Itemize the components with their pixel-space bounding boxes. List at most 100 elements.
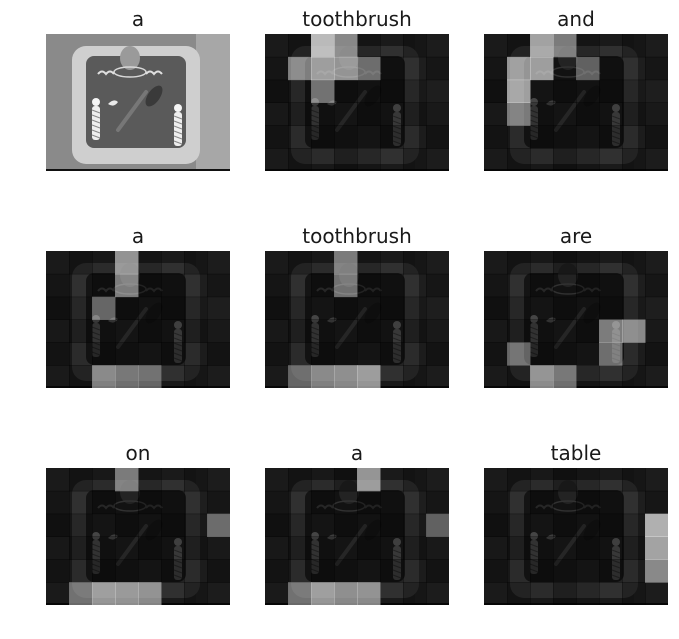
attention-highlight bbox=[92, 365, 116, 388]
attention-cell bbox=[622, 296, 646, 320]
attention-cell bbox=[288, 79, 312, 103]
attention-cell bbox=[46, 536, 70, 560]
attention-cell bbox=[288, 536, 312, 560]
attention-cell bbox=[599, 536, 623, 560]
attention-cell bbox=[184, 490, 208, 515]
attention-cell bbox=[403, 79, 427, 103]
panel-word-label: are bbox=[559, 224, 593, 248]
attention-cell bbox=[622, 56, 646, 81]
attention-cell bbox=[553, 513, 577, 537]
attention-cell bbox=[207, 490, 230, 515]
attention-cell bbox=[507, 148, 531, 171]
attention-cell bbox=[334, 273, 358, 298]
attention-cell bbox=[426, 296, 449, 320]
attention-cell bbox=[138, 273, 162, 298]
attention-cell bbox=[576, 102, 600, 126]
attention-highlight bbox=[311, 365, 335, 388]
attention-cell bbox=[334, 513, 358, 537]
attention-cell bbox=[403, 273, 427, 298]
attention-cell bbox=[530, 536, 554, 560]
attention-cell bbox=[265, 56, 289, 81]
attention-cell bbox=[645, 490, 668, 515]
attention-cell bbox=[507, 34, 531, 58]
attention-cell bbox=[426, 102, 449, 126]
attention-cell bbox=[599, 125, 623, 149]
attention-cell bbox=[380, 468, 404, 492]
attention-highlight bbox=[645, 513, 668, 537]
attention-cell bbox=[576, 490, 600, 515]
attention-cell bbox=[357, 296, 381, 320]
attention-cell bbox=[622, 273, 646, 298]
attention-cell bbox=[69, 342, 93, 366]
attention-cell bbox=[553, 536, 577, 560]
attention-cell bbox=[184, 296, 208, 320]
attention-cell bbox=[380, 125, 404, 149]
attention-cell bbox=[357, 342, 381, 366]
attention-cell bbox=[484, 513, 508, 537]
attention-cell bbox=[484, 582, 508, 605]
attention-cell bbox=[265, 319, 289, 343]
attention-cell bbox=[161, 559, 185, 583]
attention-cell bbox=[622, 251, 646, 275]
attention-map-image bbox=[46, 251, 230, 388]
attention-cell bbox=[507, 582, 531, 605]
attention-cell bbox=[484, 296, 508, 320]
attention-cell bbox=[553, 342, 577, 366]
attention-cell bbox=[599, 582, 623, 605]
attention-cell bbox=[403, 102, 427, 126]
attention-cell bbox=[645, 56, 668, 81]
toothbrush-shape bbox=[116, 90, 148, 132]
attention-highlight bbox=[288, 365, 312, 388]
attention-cell bbox=[288, 468, 312, 492]
attention-cell bbox=[288, 342, 312, 366]
attention-cell bbox=[403, 536, 427, 560]
attention-cell bbox=[403, 468, 427, 492]
attention-cell bbox=[92, 536, 116, 560]
attention-cell bbox=[357, 559, 381, 583]
attention-cell bbox=[484, 559, 508, 583]
attention-cell bbox=[311, 490, 335, 515]
attention-highlight bbox=[115, 273, 139, 298]
attention-cell bbox=[426, 490, 449, 515]
attention-cell bbox=[334, 102, 358, 126]
attention-cell bbox=[46, 490, 70, 515]
attention-cell bbox=[599, 342, 623, 366]
attention-cell bbox=[161, 319, 185, 343]
attention-cell bbox=[380, 513, 404, 537]
attention-cell bbox=[357, 34, 381, 58]
attention-cell bbox=[288, 559, 312, 583]
attention-cell bbox=[265, 273, 289, 298]
attention-cell bbox=[265, 148, 289, 171]
attention-cell bbox=[426, 365, 449, 388]
attention-cell bbox=[265, 79, 289, 103]
attention-cell bbox=[484, 490, 508, 515]
attention-cell bbox=[46, 251, 70, 275]
attention-cell bbox=[288, 582, 312, 605]
attention-cell bbox=[576, 559, 600, 583]
attention-highlight bbox=[507, 79, 531, 103]
attention-map-image bbox=[265, 251, 449, 388]
attention-cell bbox=[311, 125, 335, 149]
attention-cell bbox=[530, 513, 554, 537]
attention-cell bbox=[622, 513, 646, 537]
attention-cell bbox=[311, 148, 335, 171]
attention-cell bbox=[92, 365, 116, 388]
attention-cell bbox=[265, 468, 289, 492]
attention-highlight bbox=[576, 56, 600, 81]
attention-cell bbox=[184, 468, 208, 492]
attention-cell bbox=[645, 342, 668, 366]
attention-cell bbox=[507, 319, 531, 343]
attention-cell bbox=[426, 559, 449, 583]
attention-cell bbox=[265, 559, 289, 583]
attention-cell bbox=[69, 319, 93, 343]
attention-cell bbox=[484, 319, 508, 343]
attention-cell bbox=[530, 582, 554, 605]
attention-highlight bbox=[115, 582, 139, 605]
attention-cell bbox=[138, 559, 162, 583]
attention-cell bbox=[161, 490, 185, 515]
attention-cell bbox=[161, 296, 185, 320]
attention-cell bbox=[576, 125, 600, 149]
attention-cell bbox=[69, 365, 93, 388]
attention-cell bbox=[530, 148, 554, 171]
attention-map-image bbox=[484, 468, 668, 605]
